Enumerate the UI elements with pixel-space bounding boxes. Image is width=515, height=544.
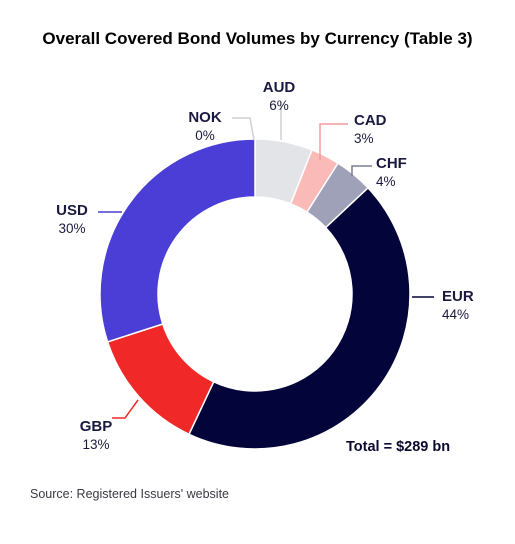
value-label-gbp: 13% — [82, 437, 109, 452]
leader-line-nok — [232, 117, 255, 141]
label-eur: EUR — [442, 288, 474, 305]
leader-line-cad — [319, 123, 348, 160]
slice-usd — [99, 138, 256, 343]
value-label-cad: 3% — [354, 131, 374, 146]
source-note: Source: Registered Issuers' website — [30, 487, 230, 501]
chart-title: Overall Covered Bond Volumes by Currency… — [42, 29, 473, 48]
label-usd: USD — [56, 202, 88, 219]
labels-group: AUD 6% CAD 3%CHF 4% EUR 44% GBP 13% USD 30% NOK 0% — [56, 79, 474, 452]
leader-line-chf — [351, 165, 372, 176]
label-chf: CHF — [376, 155, 407, 172]
value-label-eur: 44% — [442, 307, 469, 322]
total-label: Total = $289 bn — [346, 439, 450, 455]
label-nok: NOK — [188, 109, 222, 126]
leader-lines-group — [98, 101, 434, 419]
label-gbp: GBP — [80, 418, 113, 435]
value-label-usd: 30% — [58, 221, 85, 236]
slice-eur — [188, 186, 411, 450]
label-aud: AUD — [263, 79, 296, 96]
value-label-nok: 0% — [195, 128, 215, 143]
leader-line-gbp — [112, 399, 139, 419]
label-cad: CAD — [354, 112, 387, 129]
slices-group — [99, 138, 411, 450]
value-label-chf: 4% — [376, 174, 396, 189]
value-label-aud: 6% — [269, 98, 289, 113]
